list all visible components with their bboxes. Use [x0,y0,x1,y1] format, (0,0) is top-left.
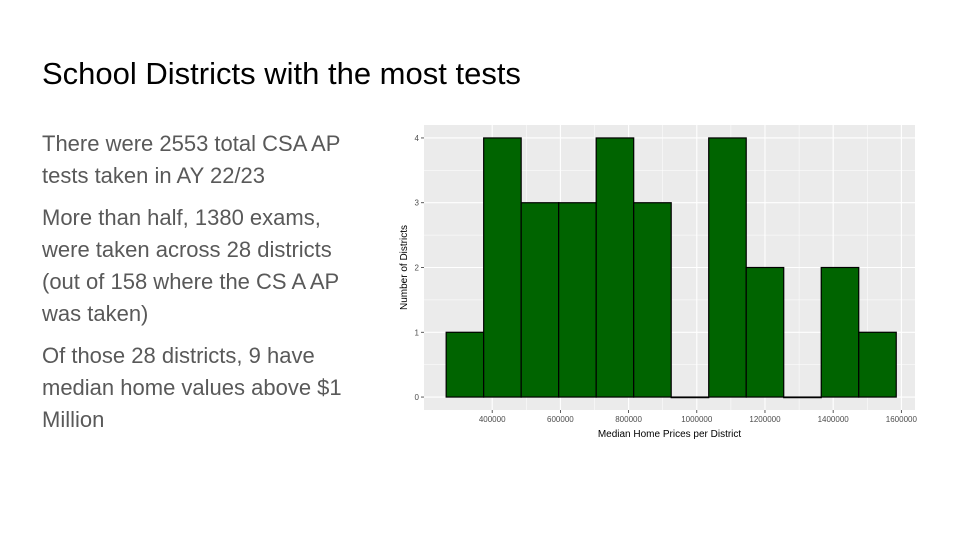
slide-title: School Districts with the most tests [42,56,521,91]
histogram-bar [558,202,597,398]
y-tick-label: 1 [415,328,420,337]
x-tick-label: 800000 [615,415,642,424]
histogram-bar [858,331,897,398]
histogram-bar [783,396,822,399]
histogram-bar [520,202,560,398]
chart-svg: 400000 600000 800000 1000000 1200000 1400000 1… [399,125,918,440]
x-tick-label: 600000 [547,415,574,424]
histogram-bar [670,396,710,399]
paragraph-home-values: Of those 28 districts, 9 have median hom… [42,343,342,432]
y-tick-label: 2 [415,264,420,273]
body-text: There were 2553 total CSA AP tests taken… [42,128,372,446]
bars [445,137,897,399]
histogram-chart: 400000 600000 800000 1000000 1200000 1400000 1… [395,120,925,450]
histogram-bar [633,202,672,398]
x-tick-label: 1000000 [681,415,713,424]
histogram-bar [595,137,635,398]
histogram-bar [708,137,747,398]
y-tick-label: 3 [415,199,420,208]
y-tick-label: 4 [415,134,420,143]
histogram-bar [820,266,860,398]
x-axis-label: Median Home Prices per District [598,429,742,440]
x-tick-label: 1200000 [749,415,781,424]
histogram-bar [445,331,485,398]
histogram-bar [483,137,522,398]
axis-ticks: 400000 600000 800000 1000000 1200000 1400000 1… [415,134,918,424]
y-axis-label: Number of Districts [399,225,410,310]
x-tick-label: 1600000 [886,415,918,424]
histogram-bar [745,266,785,398]
paragraph-total-tests: There were 2553 total CSA AP tests taken… [42,131,340,188]
x-tick-label: 400000 [479,415,506,424]
paragraph-districts: More than half, 1380 exams, were taken a… [42,205,339,326]
x-tick-label: 1400000 [818,415,850,424]
y-tick-label: 0 [415,393,420,402]
